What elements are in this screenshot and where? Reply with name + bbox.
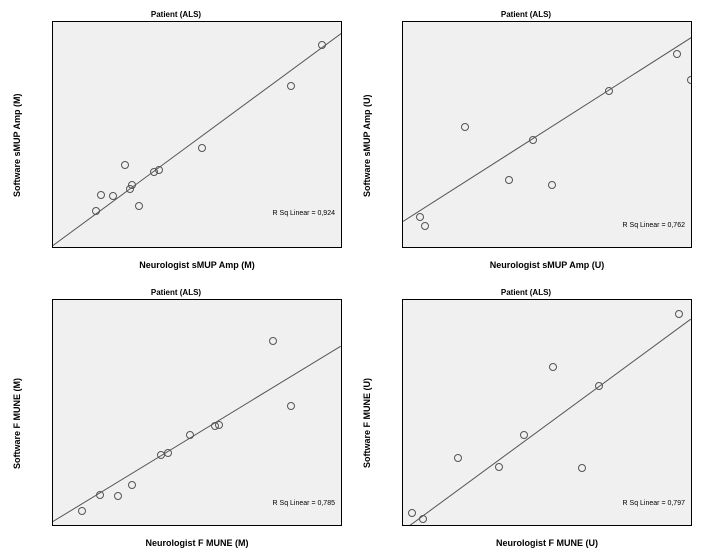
data-point bbox=[121, 161, 129, 169]
y-axis-label: Software F MUNE (U) bbox=[360, 299, 374, 548]
panel-title: Patient (ALS) bbox=[151, 288, 201, 297]
data-point bbox=[96, 491, 104, 499]
data-point bbox=[128, 481, 136, 489]
data-point bbox=[215, 421, 223, 429]
panel-title: Patient (ALS) bbox=[151, 10, 201, 19]
data-point bbox=[421, 222, 429, 230]
data-point bbox=[135, 202, 143, 210]
scatter-panel: Patient (ALS) Software F MUNE (U) 5,010,01… bbox=[360, 288, 692, 548]
data-point bbox=[505, 176, 513, 184]
data-point bbox=[128, 181, 136, 189]
data-point bbox=[408, 509, 416, 517]
data-point bbox=[287, 402, 295, 410]
plot-area: 0,010,020,030,040,00,010,020,030,040,050… bbox=[52, 299, 342, 526]
regression-line bbox=[403, 37, 692, 222]
data-point bbox=[114, 492, 122, 500]
panel-title: Patient (ALS) bbox=[501, 10, 551, 19]
data-point bbox=[675, 310, 683, 318]
data-point bbox=[97, 191, 105, 199]
panel-title: Patient (ALS) bbox=[501, 288, 551, 297]
data-point bbox=[454, 454, 462, 462]
data-point bbox=[605, 87, 613, 95]
r-squared-label: R Sq Linear = 0,785 bbox=[273, 500, 335, 507]
data-point bbox=[495, 463, 503, 471]
data-point bbox=[549, 363, 557, 371]
data-point bbox=[548, 181, 556, 189]
data-point bbox=[595, 382, 603, 390]
data-point bbox=[520, 431, 528, 439]
data-point bbox=[318, 41, 326, 49]
regression-line bbox=[403, 318, 692, 526]
data-point bbox=[461, 123, 469, 131]
scatter-panel: Patient (ALS) Software F MUNE (M) 0,010,02… bbox=[10, 288, 342, 548]
r-squared-label: R Sq Linear = 0,762 bbox=[623, 222, 685, 229]
chart-grid: Patient (ALS) Software sMUP Amp (M) 0,0200… bbox=[10, 10, 692, 548]
y-axis-label: Software F MUNE (M) bbox=[10, 299, 24, 548]
data-point bbox=[164, 449, 172, 457]
x-axis-label: Neurologist sMUP Amp (U) bbox=[402, 260, 692, 270]
y-axis-label: Software sMUP Amp (U) bbox=[360, 21, 374, 270]
data-point bbox=[109, 192, 117, 200]
data-point bbox=[155, 166, 163, 174]
data-point bbox=[578, 464, 586, 472]
data-point bbox=[186, 431, 194, 439]
data-point bbox=[92, 207, 100, 215]
plot-area: 0,0200,0400,0600,0800,01000,01200,00,020… bbox=[52, 21, 342, 248]
plot-area: 200,0400,0600,0800,0100,0200,0300,0400,0… bbox=[402, 21, 692, 248]
x-axis-label: Neurologist sMUP Amp (M) bbox=[52, 260, 342, 270]
data-point bbox=[687, 76, 692, 84]
data-point bbox=[287, 82, 295, 90]
data-point bbox=[198, 144, 206, 152]
scatter-panel: Patient (ALS) Software sMUP Amp (M) 0,0200… bbox=[10, 10, 342, 270]
r-squared-label: R Sq Linear = 0,797 bbox=[623, 500, 685, 507]
data-point bbox=[269, 337, 277, 345]
data-point bbox=[416, 213, 424, 221]
y-axis-label: Software sMUP Amp (M) bbox=[10, 21, 24, 270]
x-axis-label: Neurologist F MUNE (M) bbox=[52, 538, 342, 548]
plot-area: 5,010,015,020,025,030,05,010,015,020,025… bbox=[402, 299, 692, 526]
x-axis-label: Neurologist F MUNE (U) bbox=[402, 538, 692, 548]
data-point bbox=[419, 515, 427, 523]
data-point bbox=[78, 507, 86, 515]
data-point bbox=[673, 50, 681, 58]
r-squared-label: R Sq Linear = 0,924 bbox=[273, 210, 335, 217]
data-point bbox=[529, 136, 537, 144]
scatter-panel: Patient (ALS) Software sMUP Amp (U) 200,04… bbox=[360, 10, 692, 270]
